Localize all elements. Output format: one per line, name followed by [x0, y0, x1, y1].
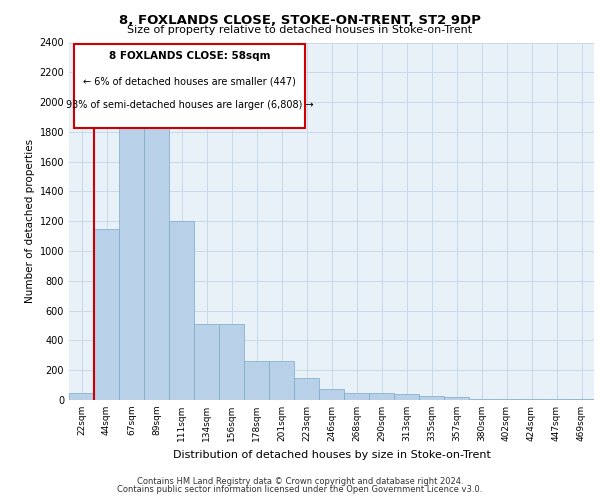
Bar: [419, 396, 444, 400]
Bar: [319, 389, 344, 400]
Bar: [119, 112, 144, 400]
Text: ← 6% of detached houses are smaller (447): ← 6% of detached houses are smaller (447…: [83, 76, 296, 86]
Bar: [369, 392, 394, 400]
Text: 8, FOXLANDS CLOSE, STOKE-ON-TRENT, ST2 9DP: 8, FOXLANDS CLOSE, STOKE-ON-TRENT, ST2 9…: [119, 14, 481, 27]
Text: Contains public sector information licensed under the Open Government Licence v3: Contains public sector information licen…: [118, 484, 482, 494]
FancyBboxPatch shape: [74, 44, 305, 128]
Bar: [69, 392, 94, 400]
Bar: [544, 398, 569, 400]
Text: Size of property relative to detached houses in Stoke-on-Trent: Size of property relative to detached ho…: [127, 25, 473, 35]
Y-axis label: Number of detached properties: Number of detached properties: [25, 139, 35, 304]
Bar: [144, 117, 169, 400]
Bar: [494, 398, 519, 400]
X-axis label: Distribution of detached houses by size in Stoke-on-Trent: Distribution of detached houses by size …: [173, 450, 490, 460]
Bar: [519, 398, 544, 400]
Bar: [444, 397, 469, 400]
Bar: [344, 392, 369, 400]
Text: Contains HM Land Registry data © Crown copyright and database right 2024.: Contains HM Land Registry data © Crown c…: [137, 477, 463, 486]
Bar: [194, 324, 219, 400]
Bar: [219, 324, 244, 400]
Text: 93% of semi-detached houses are larger (6,808) →: 93% of semi-detached houses are larger (…: [66, 100, 314, 110]
Bar: [469, 398, 494, 400]
Bar: [94, 228, 119, 400]
Bar: [169, 221, 194, 400]
Bar: [244, 360, 269, 400]
Text: 8 FOXLANDS CLOSE: 58sqm: 8 FOXLANDS CLOSE: 58sqm: [109, 52, 271, 62]
Bar: [294, 378, 319, 400]
Bar: [394, 394, 419, 400]
Bar: [269, 360, 294, 400]
